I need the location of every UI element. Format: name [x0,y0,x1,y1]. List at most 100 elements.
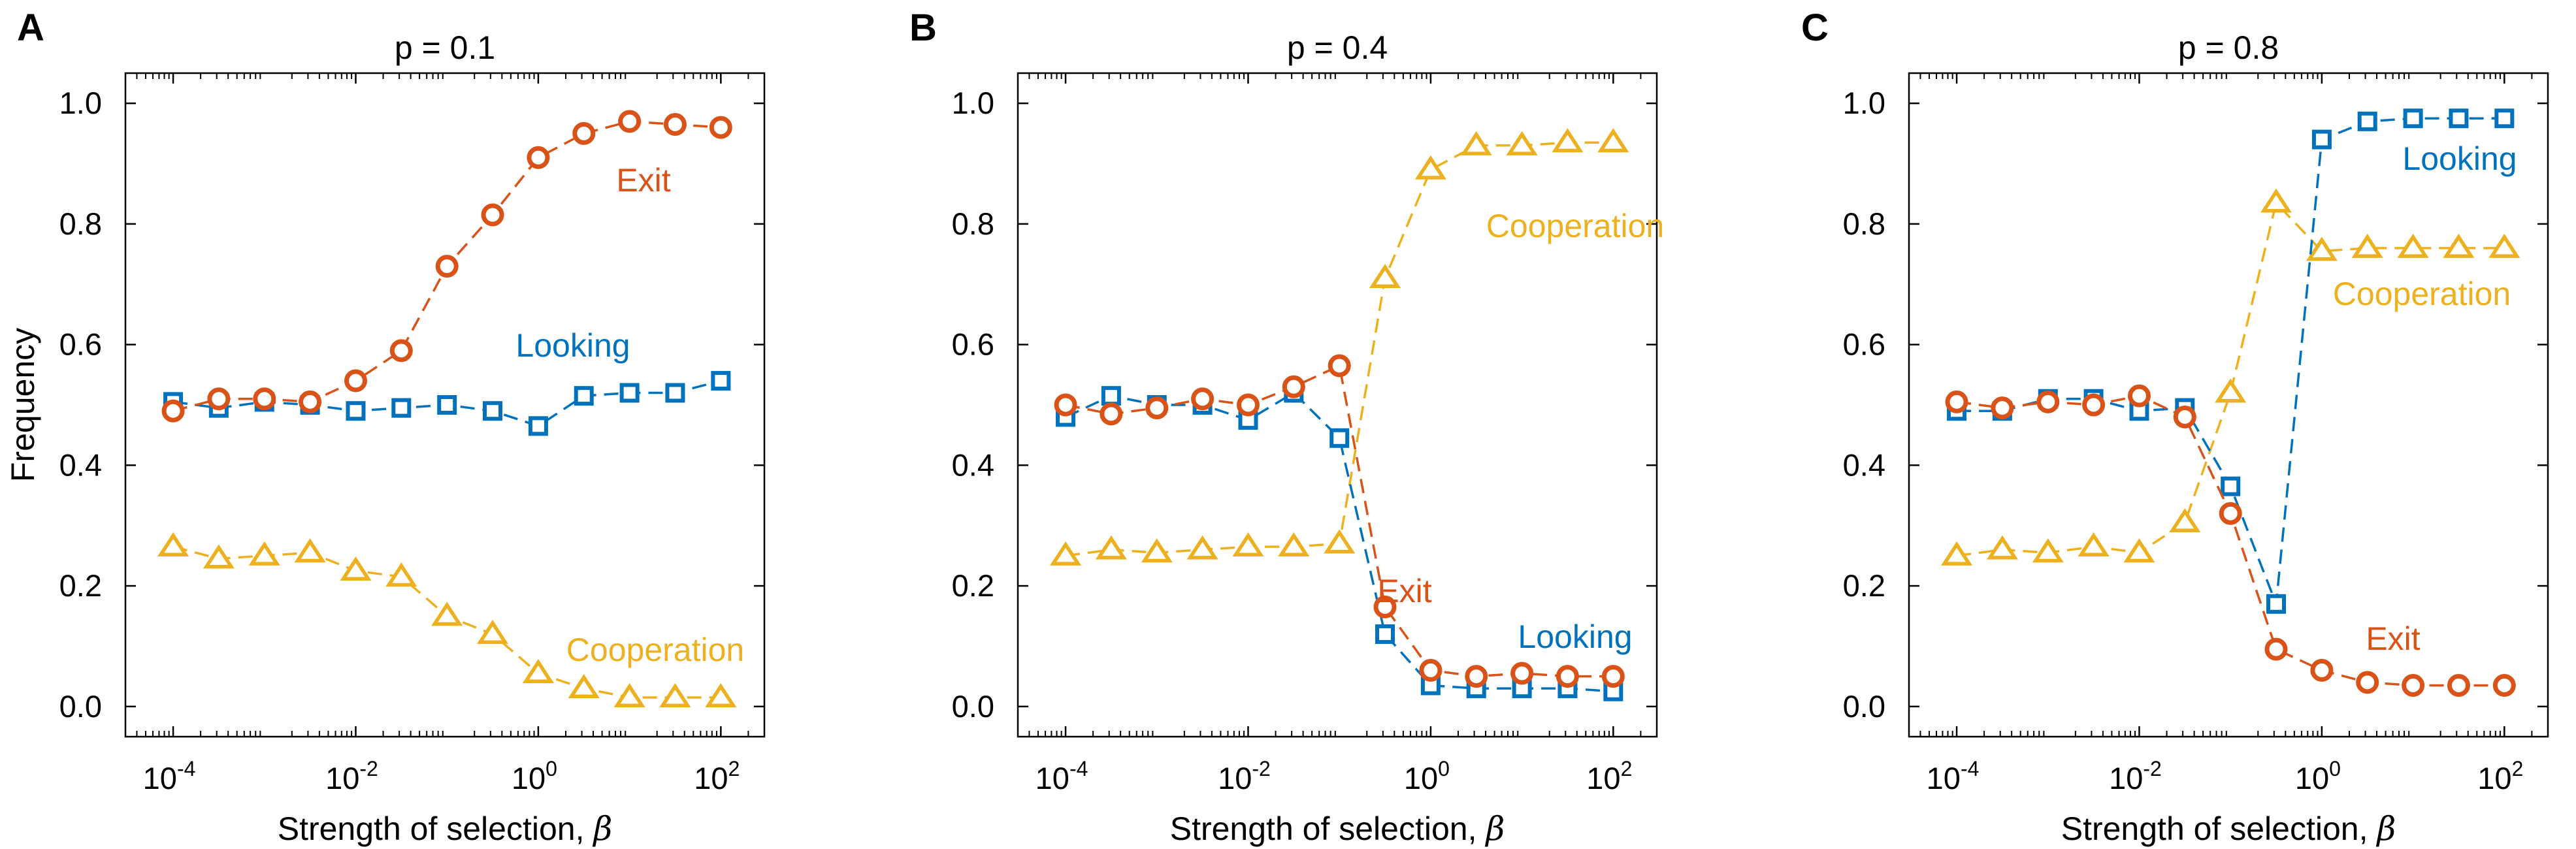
exit-point [2447,673,2470,697]
series-cooperation [1050,128,1629,566]
exit-point [2310,658,2334,682]
x-tick-exponent: 2 [1621,757,1633,780]
cooperation-point [1324,529,1356,554]
panel-letter: C [1801,7,1829,49]
exit-point [1373,595,1397,618]
x-tick-label: 10-2 [2109,757,2162,795]
x-tick-label: 102 [2477,757,2523,795]
series-line-looking [1957,117,2505,605]
looking-point [2494,108,2515,129]
exit-point [2082,393,2106,417]
series-exit [1945,384,2516,697]
y-tick-label: 1.0 [952,86,994,120]
cooperation-point [1597,128,1629,153]
cooperation-point [1278,532,1310,557]
exit-point [2264,637,2288,661]
exit-point [2036,390,2060,413]
y-tick-label: 0.0 [952,689,994,724]
series-exit [161,110,732,423]
panel-letter: A [17,7,44,49]
x-tick-exponent: -4 [1961,757,1979,780]
annotation-looking: Looking [2402,140,2517,177]
annotation-cooperation: Cooperation [2333,276,2511,312]
exit-point [1054,393,1077,417]
exit-point [663,113,687,136]
exit-point [1145,396,1169,420]
exit-point [1419,658,1443,682]
cooperation-point [476,619,509,644]
y-tick-label: 0.4 [59,447,102,482]
looking-point [1375,624,1395,644]
exit-point [481,203,504,227]
looking-point [2311,129,2332,150]
exit-point [1945,390,1968,413]
axes-box [124,72,766,738]
exit-point [161,399,185,423]
cooperation-point [2215,378,2247,403]
exit-point [2402,673,2425,697]
x-tick-base: 10 [2295,761,2329,795]
cooperation-point [1552,128,1584,153]
cooperation-point [2260,188,2292,213]
x-tick-base: 10 [1586,761,1620,795]
series-looking [163,371,731,436]
exit-point [1100,402,1123,426]
y-axis-label: Frequency [5,328,41,482]
x-tick-exponent: -2 [359,757,378,780]
y-tick-label: 1.0 [1843,86,1885,120]
x-tick-exponent: -4 [177,757,195,780]
y-tick-label: 0.0 [1843,689,1885,724]
x-tick-base: 10 [1404,761,1438,795]
chart-title: p = 0.8 [2178,29,2279,66]
y-tick-label: 0.0 [59,689,102,724]
cooperation-point [613,682,645,707]
cooperation-point [1460,131,1492,155]
exit-point [1328,354,1351,377]
y-tick-label: 0.6 [1843,327,1885,362]
cooperation-point [1506,131,1538,155]
x-tick-base: 10 [1927,761,1961,795]
looking-point [711,371,731,391]
x-axis-label-symbol: β [592,810,612,848]
looking-point [574,386,594,406]
x-tick-base: 10 [2477,761,2511,795]
annotation-exit: Exit [1377,573,1431,609]
x-tick-exponent: 0 [546,757,557,780]
looking-point [1329,428,1350,448]
exit-point [1601,665,1625,688]
chart-title: p = 0.4 [1287,29,1388,66]
looking-point [391,398,412,418]
exit-point [207,387,231,411]
exit-point [344,369,367,392]
exit-point [2492,673,2516,697]
x-tick-label: 10-4 [1927,757,1980,795]
y-tick-label: 0.6 [952,327,994,362]
series-cooperation [1941,188,2520,566]
exit-point [1236,393,1260,417]
cooperation-point [1232,532,1264,557]
chart-title: p = 0.1 [395,29,495,66]
y-tick-label: 0.2 [59,568,102,603]
exit-point [1991,396,2014,420]
annotation-exit: Exit [616,162,670,199]
x-tick-exponent: 2 [2512,757,2524,780]
x-tick-label: 102 [694,757,740,795]
cooperation-point [2032,538,2064,563]
annotation-looking: Looking [515,327,630,364]
cooperation-point [340,556,372,581]
exit-point [389,339,413,362]
x-tick-exponent: 2 [728,757,740,780]
y-tick-label: 0.8 [952,206,994,241]
x-axis-label-symbol: β [1484,810,1505,848]
cooperation-point [1369,263,1401,289]
exit-point [2173,405,2196,428]
cooperation-point [1141,538,1173,563]
x-tick-base: 10 [1218,761,1252,795]
x-tick-label: 100 [512,757,557,795]
x-tick-label: 10-4 [1035,757,1088,795]
y-tick-label: 0.4 [1843,447,1885,482]
looking-point [2449,108,2469,129]
